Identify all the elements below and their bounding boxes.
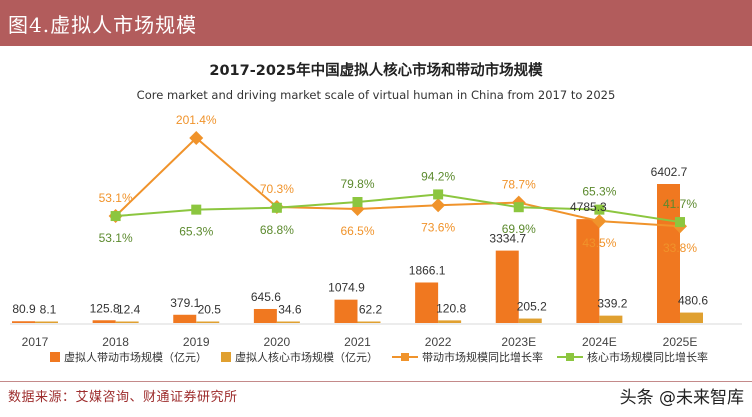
- legend-label: 虚拟人带动市场规模（亿元）: [64, 350, 207, 364]
- core-bar: [680, 312, 703, 323]
- x-tick-label: 2023E: [501, 335, 536, 349]
- core-growth-label: 53.1%: [99, 231, 133, 245]
- driving-growth-label: 43.5%: [582, 236, 616, 250]
- driving-value-label: 3334.7: [489, 232, 526, 246]
- core-growth-marker: [675, 217, 685, 228]
- x-tick-label: 2020: [264, 335, 291, 349]
- figure-title: 图4.虚拟人市场规模: [8, 13, 198, 37]
- core-growth-label: 79.8%: [340, 177, 374, 191]
- x-tick-label: 2021: [344, 335, 371, 349]
- core-growth-label: 65.3%: [179, 225, 213, 239]
- core-growth-marker: [191, 204, 202, 215]
- core-bar: [599, 315, 623, 323]
- driving-bar: [334, 299, 358, 323]
- driving-growth-label: 73.6%: [421, 220, 455, 234]
- driving-growth-marker: [592, 214, 607, 229]
- driving-value-label: 80.9: [12, 302, 36, 316]
- core-value-label: 120.8: [436, 301, 466, 315]
- driving-value-label: 6402.7: [651, 165, 688, 179]
- chart-subtitle: Core market and driving market scale of …: [137, 88, 616, 102]
- core-bar: [518, 318, 542, 323]
- x-tick-label: 2022: [425, 335, 452, 349]
- driving-bar: [92, 320, 116, 323]
- legend-label: 带动市场规模同比增长率: [422, 350, 543, 364]
- legend-label: 虚拟人核心市场规模（亿元）: [235, 350, 378, 364]
- core-growth-marker: [271, 202, 282, 213]
- core-value-label: 480.6: [678, 294, 708, 308]
- chart: 2017-2025年中国虚拟人核心市场和带动市场规模 Core market a…: [10, 61, 742, 364]
- x-tick-label: 2019: [183, 335, 210, 349]
- x-tick-label: 2025E: [663, 335, 698, 349]
- legend-marker: [566, 353, 574, 361]
- footer-divider: [0, 381, 752, 382]
- legend-label: 核心市场规模同比增长率: [587, 350, 708, 364]
- legend-swatch: [221, 352, 231, 362]
- core-growth-marker: [513, 202, 524, 213]
- legend-marker: [401, 353, 409, 361]
- driving-growth-label: 33.8%: [663, 241, 697, 255]
- driving-growth-label: 66.5%: [340, 224, 374, 238]
- driving-value-label: 1866.1: [409, 263, 446, 277]
- core-value-label: 62.2: [359, 303, 383, 317]
- driving-value-label: 645.6: [251, 290, 281, 304]
- driving-growth-label: 70.3%: [260, 182, 294, 196]
- core-growth-label: 41.7%: [663, 197, 697, 211]
- core-bar: [115, 321, 139, 323]
- driving-growth-marker: [189, 131, 204, 145]
- core-growth-label: 94.2%: [421, 169, 455, 183]
- driving-value-label: 4785.3: [570, 200, 607, 214]
- watermark: 头条 @未来智库: [619, 388, 744, 408]
- x-tick-label: 2018: [102, 335, 129, 349]
- x-tick-label: 2024E: [582, 335, 617, 349]
- core-value-label: 339.2: [597, 297, 627, 311]
- driving-value-label: 125.8: [90, 301, 120, 315]
- core-bar: [438, 320, 462, 323]
- core-bar: [35, 321, 58, 323]
- core-value-label: 8.1: [40, 303, 57, 317]
- core-growth-label: 68.8%: [260, 223, 294, 237]
- driving-value-label: 379.1: [170, 296, 200, 310]
- driving-value-label: 1074.9: [328, 281, 365, 295]
- driving-bar: [12, 321, 35, 323]
- driving-growth-marker: [431, 198, 446, 213]
- core-growth-marker: [433, 189, 444, 200]
- chart-title: 2017-2025年中国虚拟人核心市场和带动市场规模: [209, 61, 543, 79]
- driving-bar: [576, 219, 600, 323]
- driving-growth-label: 201.4%: [176, 113, 217, 127]
- header-bar: 图4.虚拟人市场规模: [0, 0, 752, 46]
- core-growth-marker: [110, 211, 121, 222]
- core-growth-label: 69.9%: [502, 222, 536, 236]
- x-tick-label: 2017: [22, 335, 49, 349]
- legend-swatch: [50, 352, 60, 362]
- core-value-label: 34.6: [278, 303, 302, 317]
- driving-bar: [253, 308, 277, 323]
- core-bar: [276, 321, 300, 323]
- driving-bar: [415, 282, 439, 323]
- core-value-label: 205.2: [517, 300, 547, 314]
- core-bar: [196, 321, 220, 323]
- core-value-label: 20.5: [198, 303, 222, 317]
- source-note: 数据来源：艾媒咨询、财通证券研究所: [8, 390, 238, 405]
- driving-bar: [495, 250, 519, 323]
- growth-line: [115, 193, 681, 224]
- core-growth-marker: [352, 197, 363, 207]
- core-growth-marker: [594, 204, 605, 215]
- driving-bar: [173, 314, 197, 323]
- core-bar: [357, 321, 381, 323]
- driving-growth-label: 53.1%: [99, 191, 133, 205]
- driving-growth-label: 78.7%: [502, 178, 536, 192]
- core-value-label: 12.4: [117, 303, 141, 317]
- growth-line: [114, 136, 681, 228]
- core-growth-label: 65.3%: [582, 185, 616, 199]
